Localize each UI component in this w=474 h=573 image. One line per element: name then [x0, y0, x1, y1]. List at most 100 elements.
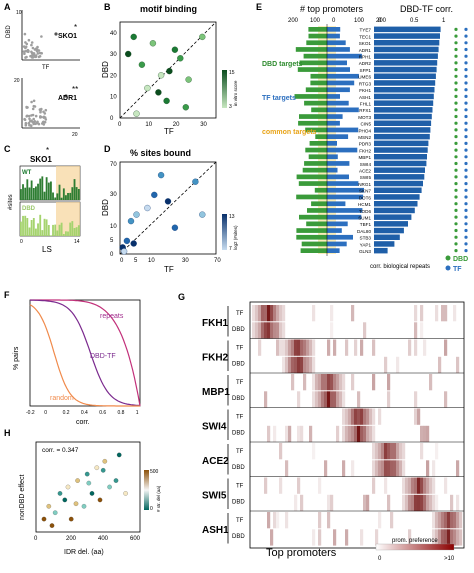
panel-a-bottom-point	[28, 117, 31, 121]
panel-e-repeat-dot-dbd	[454, 74, 458, 78]
panel-g-cell	[333, 529, 337, 546]
panel-g-cell	[393, 460, 397, 477]
panel-h-cbar-label: # str. del (aa)	[156, 485, 161, 512]
panel-g-cell	[342, 374, 346, 391]
panel-g-cell	[357, 425, 361, 443]
panel-a-top-stars: *	[74, 23, 77, 32]
panel-letter-g: G	[178, 292, 185, 302]
panel-e-dbd-bar	[310, 73, 327, 79]
panel-g-cell	[396, 356, 400, 374]
panel-e-repeat-dot-dbd	[454, 155, 458, 159]
panel-h-points	[41, 452, 128, 528]
panel-e-dbd-bar	[299, 114, 327, 119]
panel-g-cell	[402, 460, 406, 477]
panel-a-top-point	[25, 42, 29, 46]
panel-g-cell	[324, 460, 328, 477]
panel-g-cell	[390, 443, 394, 460]
panel-e-tf-name: SFP1	[360, 68, 372, 73]
panel-c-legend-dbd: DBD	[22, 206, 36, 212]
panel-g-cell	[255, 305, 259, 322]
panel-g-cell	[432, 512, 436, 529]
panel-e-tf-bar	[327, 40, 346, 46]
panel-e-repeat-dot-dbd	[454, 101, 458, 105]
panel-a-bottom-point	[36, 120, 39, 124]
panel-c-wt-bar	[73, 179, 76, 200]
panel-g-cell	[294, 339, 298, 356]
panel-e-tf-name: ADR1	[359, 48, 372, 53]
panel-f-ylabel: % pairs	[13, 346, 20, 370]
panel-f-curve-repeats	[30, 299, 141, 407]
panel-e-repeat-dot-tf	[464, 188, 468, 192]
panel-a-bottom-point	[23, 117, 26, 121]
panel-b-cbar-max: 15	[229, 70, 235, 76]
panel-g-cell	[351, 460, 355, 477]
panel-e-dbd-bar	[297, 67, 327, 72]
panel-a-bottom-plot: 20 20 ADR1 **	[14, 78, 80, 138]
panel-g-cell	[288, 339, 292, 356]
panel-d-point	[123, 237, 131, 245]
panel-c-wt-bar	[26, 179, 29, 200]
panel-g-cell	[375, 460, 379, 477]
panel-h-xtick: 200	[66, 536, 77, 542]
panel-g-cell	[273, 322, 277, 339]
panel-g-cell	[273, 305, 277, 322]
panel-g-cell	[297, 477, 301, 494]
panel-b-point	[171, 46, 179, 53]
panel-g-cell	[408, 339, 412, 356]
panel-b-point	[125, 50, 132, 58]
panel-e-repeat-dot-tf	[464, 54, 468, 58]
panel-g-cell	[327, 391, 331, 408]
panel-g-cell	[459, 512, 463, 529]
panel-e-dbd-bar	[299, 214, 327, 220]
panel-e-title-left: # top promoters	[300, 4, 364, 14]
panel-g-cell	[360, 408, 364, 425]
panel-d-xtick: 10	[148, 258, 155, 264]
panel-e-tf-bar	[327, 221, 348, 227]
panel-c-wt-bar	[45, 177, 48, 200]
panel-g-cell	[372, 477, 376, 494]
panel-g-cell	[294, 356, 298, 374]
panel-d-colorbar	[222, 214, 227, 250]
panel-e-corr-bar	[374, 120, 432, 126]
panel-e-repeat-dot-tf	[464, 34, 468, 38]
panel-g-cell	[369, 408, 373, 425]
panel-g-cell	[327, 374, 331, 391]
panel-e-tf-name: MBP1	[358, 155, 371, 160]
panel-g-cell	[390, 512, 394, 529]
panel-g-cell	[318, 529, 322, 546]
panel-c-dbd-bar	[32, 218, 35, 236]
panel-b-ytick: 20	[110, 73, 117, 79]
panel-f-xtick: 0.4	[81, 410, 88, 416]
panel-g-cell	[378, 408, 382, 425]
panel-c-wt-bar	[50, 181, 52, 200]
panel-g-cell	[270, 529, 274, 546]
panel-e-legend-tf: TF	[453, 266, 462, 273]
panel-f-axes	[29, 299, 141, 407]
panel-e-repeat-dot-dbd	[454, 135, 458, 139]
panel-g-cell	[438, 356, 442, 374]
panel-e-repeat-dot-dbd	[454, 61, 458, 65]
panel-d-cbar-min: 7	[229, 246, 232, 252]
panel-c-dbd-bar	[47, 225, 50, 236]
panel-g-cell	[360, 425, 364, 443]
panel-g-cell	[420, 443, 424, 460]
panel-f-xtick: 0	[44, 410, 47, 416]
panel-e-tf-name: PHO4	[358, 128, 371, 133]
panel-e-corr-bar	[374, 214, 412, 220]
panel-g-cell	[384, 477, 388, 494]
panel-e-left-axis: 200 100 0 100 200	[288, 18, 387, 24]
panel-e-dbd-bar	[298, 181, 327, 186]
panel-e-tf-bar	[327, 161, 350, 166]
panel-g-cell	[438, 529, 442, 546]
panel-e-dbd-bar	[296, 228, 327, 233]
panel-letter-f: F	[4, 290, 10, 300]
panel-e-repeat-dot-dbd	[454, 188, 458, 192]
panel-d-ytick: 70	[110, 162, 117, 168]
panel-e-right-axis: 0 0.5 1	[378, 18, 446, 24]
panel-g-cell	[420, 477, 424, 494]
panel-g-sub-dbd: DBD	[232, 534, 245, 540]
panel-e-repeat-dot-dbd	[454, 114, 458, 119]
panel-g-cell	[282, 322, 286, 339]
panel-c-wt-bar	[54, 197, 57, 200]
